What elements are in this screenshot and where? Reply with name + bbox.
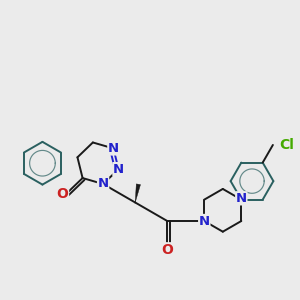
Text: O: O xyxy=(161,243,173,257)
Text: N: N xyxy=(98,178,109,190)
Text: Cl: Cl xyxy=(280,138,294,152)
Text: N: N xyxy=(108,142,119,155)
Text: O: O xyxy=(57,187,68,201)
Text: N: N xyxy=(199,214,210,227)
Text: N: N xyxy=(113,163,124,176)
Polygon shape xyxy=(135,184,140,203)
Text: N: N xyxy=(236,192,247,205)
